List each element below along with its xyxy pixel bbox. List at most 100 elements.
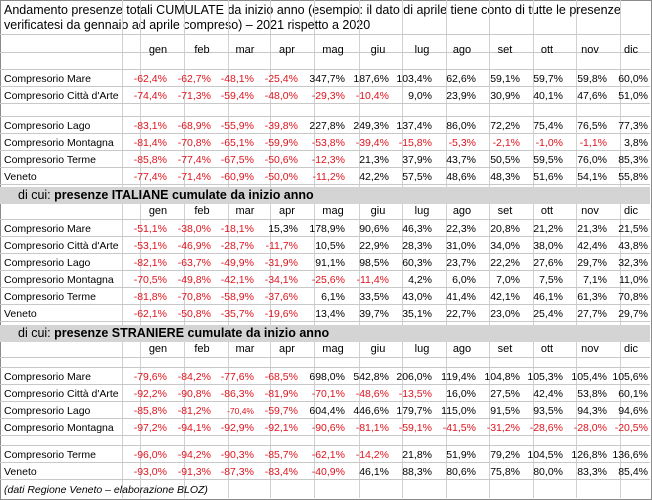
table-cell: 88,3% [402,466,432,478]
table-cell: 21,8% [402,449,432,461]
table-cell: 60,3% [402,257,432,269]
table-cell: 22,2% [490,257,520,269]
table-cell: 21,5% [618,223,648,235]
table-cell: 16,0% [446,388,476,400]
table-cell: -71,3% [177,90,211,102]
table-cell: 7,0% [496,274,520,286]
table-cell: -87,3% [220,466,254,478]
table-cell: 59,5% [533,154,563,166]
grid-row-line [0,219,650,220]
table-row: Compresorio Città d'Arte -92,2% -90,8% -86,… [0,387,650,402]
table-cell: -13,5% [398,388,432,400]
table-cell: 115,0% [441,405,476,417]
table-cell: 698,0% [309,371,345,383]
table-cell: 55,8% [618,171,648,183]
row-label: Compresorio Terme [4,154,97,166]
table-cell: 40,1% [533,90,563,102]
table-row: Compresorio Terme -85,8% -77,4% -67,5% -50,6… [0,153,650,168]
table-cell: -85,8% [133,154,167,166]
table-cell: -35,7% [220,308,254,320]
table-cell: 7,1% [583,274,607,286]
table-cell: 42,2% [359,171,389,183]
table-cell: -92,1% [264,422,298,434]
table-cell: 25,4% [533,308,563,320]
table-cell: -90,6% [311,422,345,434]
table-cell: -81,4% [133,137,167,149]
row-label: Veneto [4,308,37,320]
table-cell: -83,1% [133,120,167,132]
grid-row-line [0,116,650,117]
month-header: set [497,44,513,56]
table-cell: 80,6% [446,466,476,478]
table-row: Compresorio Montagna -70,5% -49,8% -42,1% -3… [0,273,650,288]
row-label: Compresorio Montagna [4,274,114,286]
month-header-row: gen feb mar apr mag giu lug ago set ott nov dic [0,44,650,58]
row-label: Compresorio Montagna [4,422,114,434]
table-row: Compresorio Montagna -81,4% -70,8% -65,1% -5… [0,136,650,151]
row-label: Compresorio Mare [4,371,91,383]
month-header-row: gen feb mar apr mag giu lug ago set ott nov dic [0,343,650,357]
table-cell: 22,3% [446,223,476,235]
table-cell: -62,7% [177,73,211,85]
table-cell: 604,4% [309,405,345,417]
table-cell: 29,7% [577,257,607,269]
table-cell: -92,2% [133,388,167,400]
month-header: dic [623,343,639,355]
table-cell: 6,0% [452,274,476,286]
grid-column-line [270,0,271,498]
grid-column-line [122,0,123,498]
table-row: Compresorio Mare -79,6% -84,2% -77,6% -68,5%… [0,370,650,385]
grid-row-line [0,34,650,35]
table-cell: -90,3% [220,449,254,461]
month-header: apr [279,44,295,56]
table-cell: -59,4% [220,90,254,102]
table-cell: 206,0% [396,371,432,383]
table-cell: 105,3% [527,371,563,383]
grid-row-line [0,167,650,168]
table-cell: -79,6% [133,371,167,383]
table-cell: -77,4% [177,154,211,166]
table-cell: -28,0% [573,422,607,434]
month-header: lug [414,343,430,355]
table-cell: -92,9% [220,422,254,434]
table-cell: -81,2% [177,405,211,417]
table-cell: 104,5% [527,449,563,461]
row-label: Veneto [4,171,37,183]
table-cell: 542,8% [353,371,389,383]
row-label: Compresorio Mare [4,223,91,235]
table-cell: 59,7% [533,73,563,85]
table-cell: -28,7% [220,240,254,252]
table-cell: 21,3% [359,154,389,166]
table-row: Veneto -62,1% -50,8% -35,7% -19,6% 13,4% 39,7%… [0,307,650,322]
table-cell: 76,0% [577,154,607,166]
table-row: Veneto -93,0% -91,3% -87,3% -83,4% -40,9% 46,1… [0,465,650,480]
table-row: Compresorio Terme -81,8% -70,8% -58,9% -37,6… [0,290,650,305]
table-cell: -46,9% [177,240,211,252]
table-cell: 6,1% [321,291,345,303]
table-cell: -59,7% [264,405,298,417]
grid-row-line [0,321,650,322]
table-cell: -65,1% [220,137,254,149]
grid-column-line [140,0,141,498]
row-label: Compresorio Lago [4,405,91,417]
table-cell: -91,3% [177,466,211,478]
month-header: feb [194,343,210,355]
table-cell: -48,6% [355,388,389,400]
section-label: presenze STRANIERE cumulate da inizio an… [54,326,330,340]
table-cell: -81,8% [133,291,167,303]
table-cell: -58,9% [220,291,254,303]
table-cell: -5,3% [448,137,476,149]
table-cell: 7,5% [539,274,563,286]
table-cell: 80,0% [533,466,563,478]
table-cell: -60,9% [220,171,254,183]
grid-column-line [446,0,447,498]
table-cell: 42,4% [577,240,607,252]
section-header: di cui: presenze ITALIANE cumulate da in… [0,187,650,204]
table-cell: 27,5% [490,388,520,400]
table-cell: -70,5% [133,274,167,286]
month-header: mag [322,205,344,217]
table-cell: 119,4% [441,371,476,383]
month-header: ago [452,205,472,217]
table-cell: 22,7% [446,308,476,320]
grid-row-line [0,184,650,185]
